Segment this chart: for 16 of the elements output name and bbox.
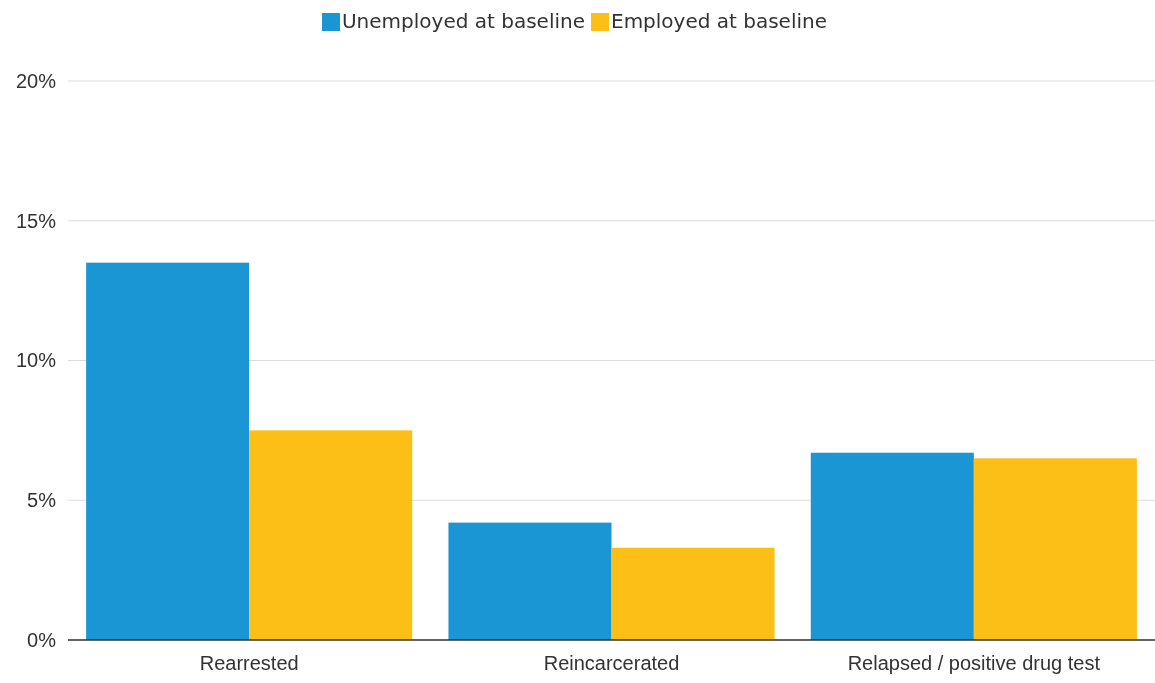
bar: [611, 547, 775, 640]
bar: [249, 430, 413, 640]
y-tick-label: 5%: [27, 489, 57, 512]
legend-label: Employed at baseline: [610, 9, 828, 33]
y-tick-label: 10%: [15, 349, 57, 372]
bar: [86, 262, 250, 640]
y-tick-label: 0%: [27, 628, 57, 651]
y-tick-label: 15%: [15, 209, 57, 232]
x-tick-label: Reincarcerated: [543, 652, 680, 675]
bar: [810, 452, 974, 640]
bar: [448, 522, 612, 640]
x-tick-label: Rearrested: [199, 652, 299, 675]
bar: [973, 458, 1137, 640]
legend-label: Unemployed at baseline: [341, 9, 585, 33]
x-tick-label: Relapsed / positive drug test: [847, 652, 1101, 675]
y-tick-label: 20%: [15, 69, 57, 92]
